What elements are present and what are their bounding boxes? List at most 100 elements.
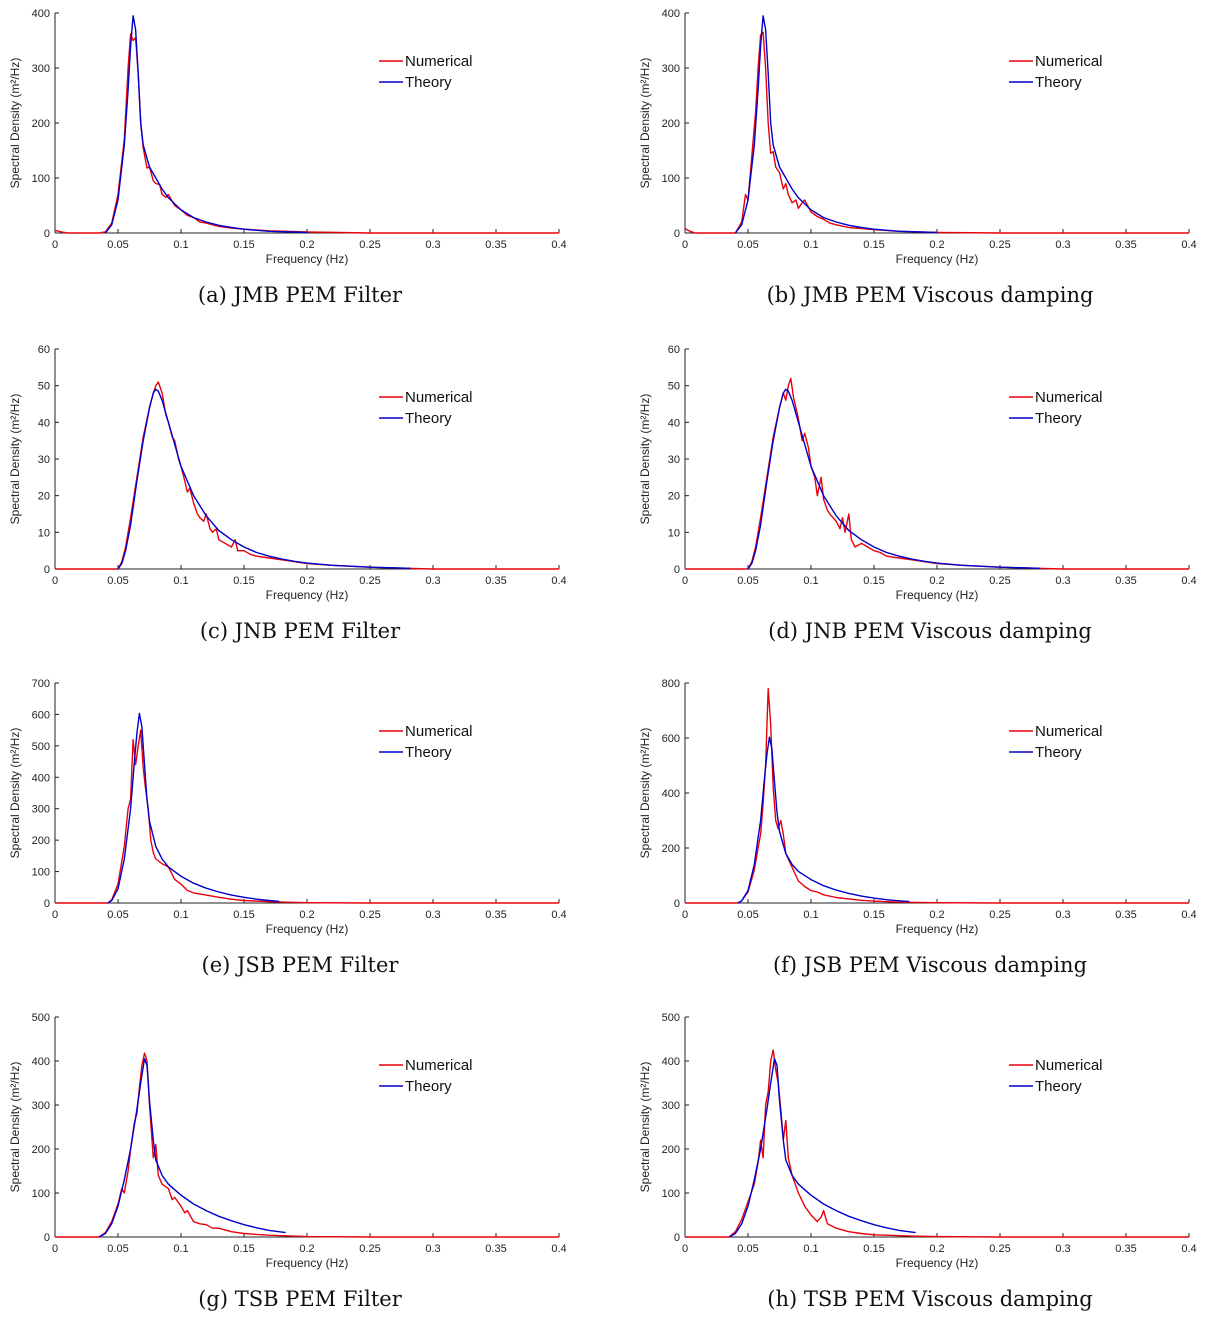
chart-panel: 0 0.05 0.1 0.15 0.2 0.25 0.3 0.35 0.4 0 10 20 30 40 50… [0,336,600,664]
x-tick-label: 0.4 [1181,575,1196,587]
y-tick-label: 500 [662,1012,680,1024]
legend-label: Theory [1035,74,1082,91]
y-tick-label: 0 [44,564,50,576]
y-tick-label: 400 [32,1056,50,1068]
legend-label: Numerical [1035,389,1103,406]
y-tick-label: 400 [32,772,50,784]
x-axis-label: Frequency (Hz) [896,1256,979,1270]
figure-caption: (e) JSB PEM Filter [201,953,399,977]
y-tick-label: 500 [32,1012,50,1024]
x-tick-label: 0.2 [299,1243,314,1255]
legend-label: Theory [405,1078,452,1095]
legend-label: Numerical [1035,53,1103,70]
chart-panel: 0 0.05 0.1 0.15 0.2 0.25 0.3 0.35 0.4 0 100 200 300 4… [0,670,600,998]
x-tick-label: 0 [682,239,688,251]
x-tick-label: 0.1 [803,1243,818,1255]
x-tick-label: 0.4 [1181,239,1196,251]
x-tick-label: 0.35 [485,575,506,587]
y-axis-label: Spectral Density (m²/Hz) [8,394,22,525]
x-tick-label: 0.35 [485,239,506,251]
x-tick-label: 0 [52,239,58,251]
x-axis-label: Frequency (Hz) [896,252,979,266]
y-tick-label: 50 [668,381,680,393]
y-tick-label: 100 [662,173,680,185]
figure-caption: (a) JMB PEM Filter [197,283,403,307]
x-axis-label: Frequency (Hz) [266,1256,349,1270]
x-tick-label: 0.4 [551,1243,566,1255]
x-tick-label: 0.05 [737,239,758,251]
y-tick-label: 10 [38,527,50,539]
y-tick-label: 300 [32,1100,50,1112]
y-tick-label: 400 [662,1056,680,1068]
x-tick-label: 0.1 [173,1243,188,1255]
legend-label: Theory [405,410,452,427]
x-axis-label: Frequency (Hz) [896,922,979,936]
y-tick-label: 200 [32,1144,50,1156]
x-tick-label: 0 [52,1243,58,1255]
y-tick-label: 100 [32,1188,50,1200]
x-tick-label: 0.15 [233,1243,254,1255]
chart-svg: 0 0.05 0.1 0.15 0.2 0.25 0.3 0.35 0.4 0 10 20 30 40 50… [638,344,1197,602]
y-tick-label: 400 [662,8,680,20]
x-tick-label: 0.35 [1115,909,1136,921]
y-tick-label: 0 [674,564,680,576]
y-tick-label: 200 [32,835,50,847]
series-line-numerical [684,31,1189,234]
x-axis-label: Frequency (Hz) [266,588,349,602]
x-tick-label: 0.4 [551,575,566,587]
x-tick-label: 0.25 [989,1243,1010,1255]
y-tick-label: 60 [668,344,680,356]
x-tick-label: 0.1 [173,909,188,921]
series-line-theory [737,736,910,904]
x-tick-label: 0 [52,575,58,587]
figure-caption: (c) JNB PEM Filter [199,619,401,643]
chart-svg: 0 0.05 0.1 0.15 0.2 0.25 0.3 0.35 0.4 0 100 200 300 4… [8,8,567,266]
chart-panel: 0 0.05 0.1 0.15 0.2 0.25 0.3 0.35 0.4 0 100 200 300 4… [0,1004,600,1332]
x-axis-label: Frequency (Hz) [266,922,349,936]
series-line-theory [728,1058,916,1238]
series-line-numerical [55,729,559,904]
y-axis-label: Spectral Density (m²/Hz) [8,728,22,859]
legend-label: Numerical [405,723,473,740]
legend-label: Numerical [405,53,473,70]
y-tick-label: 400 [662,788,680,800]
series-line-theory [98,1058,286,1238]
chart-svg: 0 0.05 0.1 0.15 0.2 0.25 0.3 0.35 0.4 0 200 400 600 8… [638,678,1197,936]
x-tick-label: 0.1 [173,239,188,251]
legend-label: Theory [1035,744,1082,761]
x-tick-label: 0.25 [989,575,1010,587]
legend-label: Numerical [1035,723,1103,740]
x-tick-label: 0.3 [425,1243,440,1255]
y-tick-label: 200 [662,118,680,130]
y-axis-label: Spectral Density (m²/Hz) [638,394,652,525]
x-tick-label: 0.15 [233,239,254,251]
x-tick-label: 0.1 [803,909,818,921]
y-axis-label: Spectral Density (m²/Hz) [638,58,652,189]
chart-svg: 0 0.05 0.1 0.15 0.2 0.25 0.3 0.35 0.4 0 100 200 300 4… [8,678,567,936]
series-line-theory [107,712,280,904]
x-tick-label: 0.2 [929,909,944,921]
series-line-theory [747,388,1041,570]
x-tick-label: 0.2 [299,239,314,251]
x-tick-label: 0 [682,575,688,587]
x-tick-label: 0.3 [425,575,440,587]
x-tick-label: 0.4 [1181,909,1196,921]
x-tick-label: 0.05 [737,1243,758,1255]
y-tick-label: 200 [662,1144,680,1156]
x-tick-label: 0.05 [107,575,128,587]
series-line-theory [734,15,938,234]
chart-panel: 0 0.05 0.1 0.15 0.2 0.25 0.3 0.35 0.4 0 100 200 300 4… [630,0,1206,328]
x-tick-label: 0 [52,909,58,921]
legend-label: Theory [1035,1078,1082,1095]
x-tick-label: 0.2 [929,1243,944,1255]
figure-caption: (f) JSB PEM Viscous damping [772,953,1088,977]
chart-panel: 0 0.05 0.1 0.15 0.2 0.25 0.3 0.35 0.4 0 200 400 600 8… [630,670,1206,998]
x-tick-label: 0.35 [485,909,506,921]
chart-svg: 0 0.05 0.1 0.15 0.2 0.25 0.3 0.35 0.4 0 100 200 300 4… [8,1012,567,1270]
x-tick-label: 0.1 [803,575,818,587]
y-tick-label: 200 [32,118,50,130]
figure-caption: (g) TSB PEM Filter [198,1287,402,1311]
x-tick-label: 0.4 [1181,1243,1196,1255]
y-tick-label: 200 [662,843,680,855]
chart-svg: 0 0.05 0.1 0.15 0.2 0.25 0.3 0.35 0.4 0 10 20 30 40 50… [8,344,567,602]
